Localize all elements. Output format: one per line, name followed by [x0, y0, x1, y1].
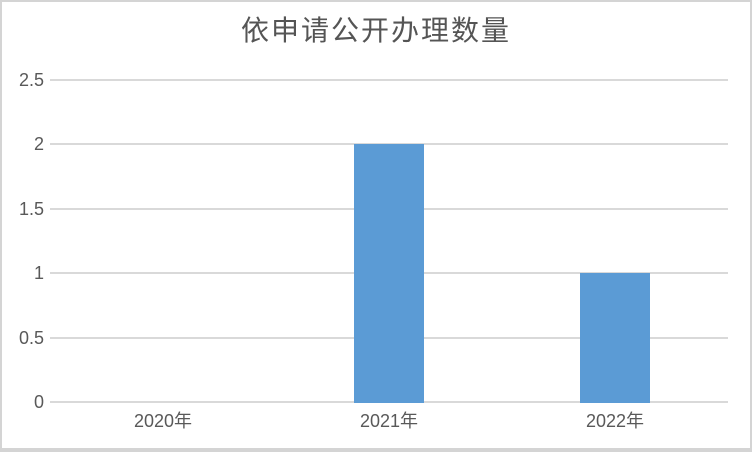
y-tick-label-1: 1: [33, 263, 44, 284]
y-tick-label-1.5: 1.5: [18, 198, 44, 219]
x-tick-label-2021年: 2021年: [359, 411, 419, 431]
plot-area: [50, 79, 728, 403]
gridline: [50, 79, 728, 81]
bar-2021年: [354, 144, 424, 403]
x-tick-label-2020年: 2020年: [133, 411, 193, 431]
chart-title: 依申请公开办理数量: [240, 16, 511, 47]
y-tick-label-2.5: 2.5: [18, 70, 44, 90]
y-tick-label-2: 2: [33, 134, 44, 155]
y-tick-label-0: 0: [33, 392, 44, 412]
bar-2022年: [580, 273, 650, 403]
y-tick-label-0.5: 0.5: [18, 327, 44, 348]
x-tick-label-2022年: 2022年: [585, 411, 645, 431]
